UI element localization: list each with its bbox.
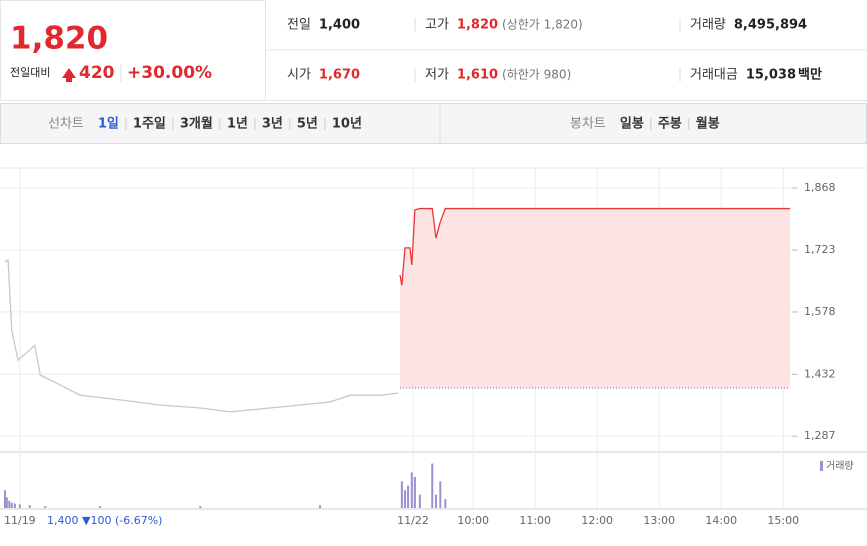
- summary-note: (하한가 980): [502, 68, 571, 82]
- summary-label: 거래량: [690, 18, 726, 33]
- tab[interactable]: 일봉: [620, 117, 644, 132]
- volume-bar: [319, 505, 322, 508]
- volume-bar: [403, 490, 406, 508]
- volume-bar: [18, 504, 21, 508]
- y-tick-label: 1,723: [804, 243, 836, 256]
- volume-bar: [400, 481, 403, 508]
- annotation: 1,400 ▼100 (-6.67%): [47, 514, 162, 527]
- change: 420: [79, 63, 115, 83]
- x-tick-label: 11/22: [397, 514, 429, 527]
- y-tick-label: 1,287: [804, 429, 836, 442]
- volume-bar: [5, 497, 8, 508]
- tab-bar: [0, 103, 867, 144]
- tabs: 선차트 1일 1주일 3개월 1년 3년 5년 10년 봉차트 일봉 주봉 월봉: [48, 116, 720, 132]
- tab[interactable]: 1주일: [133, 117, 166, 132]
- legend-swatch: [820, 461, 823, 471]
- volume-bar: [199, 506, 202, 508]
- tab[interactable]: 5년: [297, 117, 318, 132]
- volume-bar: [439, 481, 442, 508]
- tab[interactable]: 1년: [227, 117, 248, 132]
- volume-bar: [444, 499, 447, 508]
- price-line: [4, 258, 399, 413]
- y-tick-label: 1,868: [804, 181, 836, 194]
- summary-label: 저가: [425, 68, 449, 83]
- summary-value: 15,038: [746, 68, 796, 83]
- volume-bar: [413, 476, 416, 508]
- summary-unit: 백만: [798, 67, 822, 83]
- volume-bar: [10, 502, 13, 508]
- y-tick-label: 1,432: [804, 367, 836, 380]
- tab[interactable]: 3개월: [180, 116, 213, 132]
- tab[interactable]: 월봉: [696, 116, 720, 132]
- x-tick-label: 11:00: [519, 514, 551, 527]
- volume-bar: [434, 494, 437, 508]
- tab[interactable]: 3년: [262, 117, 283, 132]
- volume-bar: [8, 500, 11, 508]
- summary-value: 8,495,894: [734, 18, 807, 33]
- x-tick-label: 12:00: [581, 514, 613, 527]
- volume-bar: [13, 503, 16, 508]
- summary-value: 1,670: [319, 68, 360, 83]
- x-tick-label: 13:00: [643, 514, 675, 527]
- change-pct: +30.00%: [127, 63, 212, 83]
- change-label: 전일대비: [10, 65, 50, 79]
- price-line: [399, 207, 791, 286]
- volume-bar: [3, 490, 6, 508]
- summary-value: 1,610: [457, 68, 498, 83]
- y-tick-label: 1,578: [804, 305, 836, 318]
- price: 1,820: [10, 21, 108, 57]
- summary-table: 전일 1,400 고가 1,820 (상한가 1,820) 거래량 8,495,894 시가 1…: [287, 18, 822, 83]
- legend-label: 거래량: [826, 460, 854, 472]
- tab-group-label: 봉차트: [570, 117, 606, 132]
- summary-value: 1,400: [319, 18, 360, 33]
- summary-label: 거래대금: [690, 68, 738, 83]
- volume-bar: [410, 472, 413, 508]
- chart: 1,287 1,432 1,578 1,723 1,868 11/19 11/22 10:00…: [0, 168, 854, 527]
- summary-note: (상한가 1,820): [502, 18, 583, 32]
- up-arrow: [62, 68, 76, 82]
- summary-value: 1,820: [457, 18, 498, 33]
- summary-label: 전일: [287, 18, 311, 33]
- area: [400, 208, 791, 388]
- summary-label: 고가: [425, 18, 449, 33]
- tab-group-label: 선차트: [48, 117, 84, 132]
- volume-bar: [418, 494, 421, 508]
- volume-bar: [44, 506, 47, 508]
- x-tick-label: 15:00: [767, 514, 799, 527]
- tab[interactable]: 1일: [98, 117, 119, 132]
- volume-bar: [98, 506, 101, 508]
- summary-label: 시가: [287, 68, 311, 83]
- volume-bar: [431, 463, 434, 508]
- x-tick-label: 14:00: [705, 514, 737, 527]
- x-tick-label: 11/19: [4, 514, 36, 527]
- x-tick-label: 10:00: [457, 514, 489, 527]
- volume-bar: [28, 505, 31, 508]
- price-box: [0, 0, 266, 101]
- tab[interactable]: 주봉: [658, 117, 682, 132]
- tab[interactable]: 10년: [332, 117, 362, 132]
- volume-bar: [407, 485, 410, 508]
